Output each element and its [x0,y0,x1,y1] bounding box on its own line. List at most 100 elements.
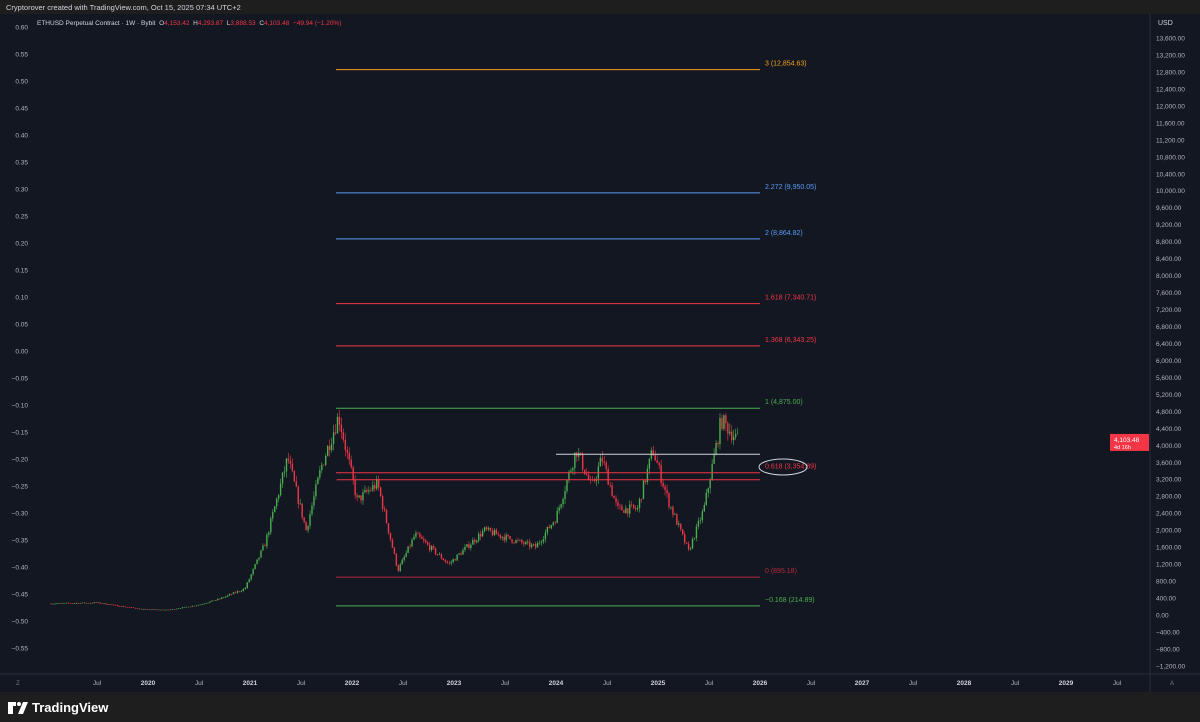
candle-body [734,434,737,438]
candle-body [505,534,507,541]
candle-body [615,498,617,503]
time-tick-label: Jul [501,680,510,687]
candle-body [132,607,135,609]
candle-body [501,536,503,538]
left-axis-tick-label: −0.35 [12,538,29,545]
candle-body [689,548,692,550]
price-tick-label: 2,800.00 [1156,494,1182,501]
close-label: C [259,20,265,27]
time-tick-label: Jul [93,680,102,687]
candle-body [297,486,299,504]
price-tick-label: 6,400.00 [1156,341,1182,348]
candle-body [578,452,580,457]
candle-body [403,556,405,560]
candle-body [85,602,88,604]
candle-body [81,602,84,604]
price-tick-label: 10,000.00 [1156,188,1185,195]
candle-body [440,554,443,559]
candle-body [236,591,239,593]
candle-body [723,415,725,429]
candle-body [64,603,66,604]
candle-body [134,607,137,609]
candle-body [634,507,637,510]
candle-body [678,523,680,525]
left-axis-tick-label: −0.55 [12,646,29,653]
candle-body [513,542,515,544]
time-tick-label: 2027 [855,680,870,687]
candle-body [479,533,482,537]
time-tick-label: 2026 [753,680,768,687]
candle-body [517,540,519,541]
candle-body [668,493,670,507]
candle-body [434,548,437,555]
candle-body [136,608,139,610]
candle-body [301,503,303,518]
candle-body [568,471,570,481]
candle-body [693,538,696,539]
candle-body [232,592,235,595]
price-tick-label: −1,200.00 [1156,663,1185,670]
candle-body [325,455,327,465]
candle-body [674,514,676,515]
candle-body [493,529,496,536]
candle-body [574,452,576,469]
candle-body [213,600,215,602]
tradingview-logo[interactable]: TradingView [8,700,108,715]
candle-body [162,609,164,611]
candle-body [407,546,409,553]
left-axis-tick-label: 0.00 [15,349,28,356]
candle-body [721,418,723,429]
price-tick-label: 8,400.00 [1156,256,1182,263]
candle-body [379,487,382,497]
left-axis-tick-label: 0.20 [15,241,28,248]
candle-body [709,480,711,489]
candle-body [321,464,323,471]
candle-body [450,562,452,564]
time-tick-label: Jul [1113,680,1122,687]
price-tick-label: 11,200.00 [1156,137,1185,144]
candle-body [419,533,421,537]
price-tick-label: 3,600.00 [1156,460,1182,467]
bar-countdown-label: 4d 16h [1114,445,1131,451]
candle-body [97,602,99,604]
time-tick-label: 2028 [957,680,972,687]
candle-body [317,477,319,485]
price-tick-label: 4,000.00 [1156,443,1182,450]
left-axis-tick-label: 0.45 [15,106,28,113]
candle-body [140,608,143,610]
candle-body [173,609,176,610]
candle-body [336,416,339,434]
candle-body [275,498,278,507]
candle-body [632,504,635,508]
candle-body [566,480,568,492]
left-axis-tick-label: −0.50 [12,619,29,626]
candle-body [83,602,86,604]
time-tick-label: Jul [399,680,408,687]
candle-body [421,536,423,539]
candle-body [274,506,276,513]
candle-body [640,499,643,500]
candle-body [250,574,252,580]
candle-body [352,467,354,480]
price-tick-label: 1,200.00 [1156,562,1182,569]
price-chart[interactable]: USD 13,600.00 13,200.00 12,800.00 12,400.00 1… [0,14,1200,692]
candle-body [503,536,505,541]
candle-body [425,540,427,543]
left-axis-tick-label: 0.15 [15,268,28,275]
close-value: 4,103.48 [264,20,290,27]
candle-body [580,452,582,455]
candle-body [207,602,209,604]
candle-body [152,609,154,610]
candle-body [234,592,237,593]
candle-body [362,492,364,501]
candle-body [733,437,735,441]
fib-level-label: 1.368 (6,343.25) [765,337,816,344]
candle-body [350,459,352,468]
candle-body [87,602,90,604]
candle-body [625,508,627,513]
price-tick-label: 400.00 [1156,596,1176,603]
currency-label: USD [1158,20,1173,27]
candle-body [315,484,317,497]
candle-body [658,463,660,466]
chart-panel[interactable]: USD 13,600.00 13,200.00 12,800.00 12,400.00 1… [0,14,1200,692]
